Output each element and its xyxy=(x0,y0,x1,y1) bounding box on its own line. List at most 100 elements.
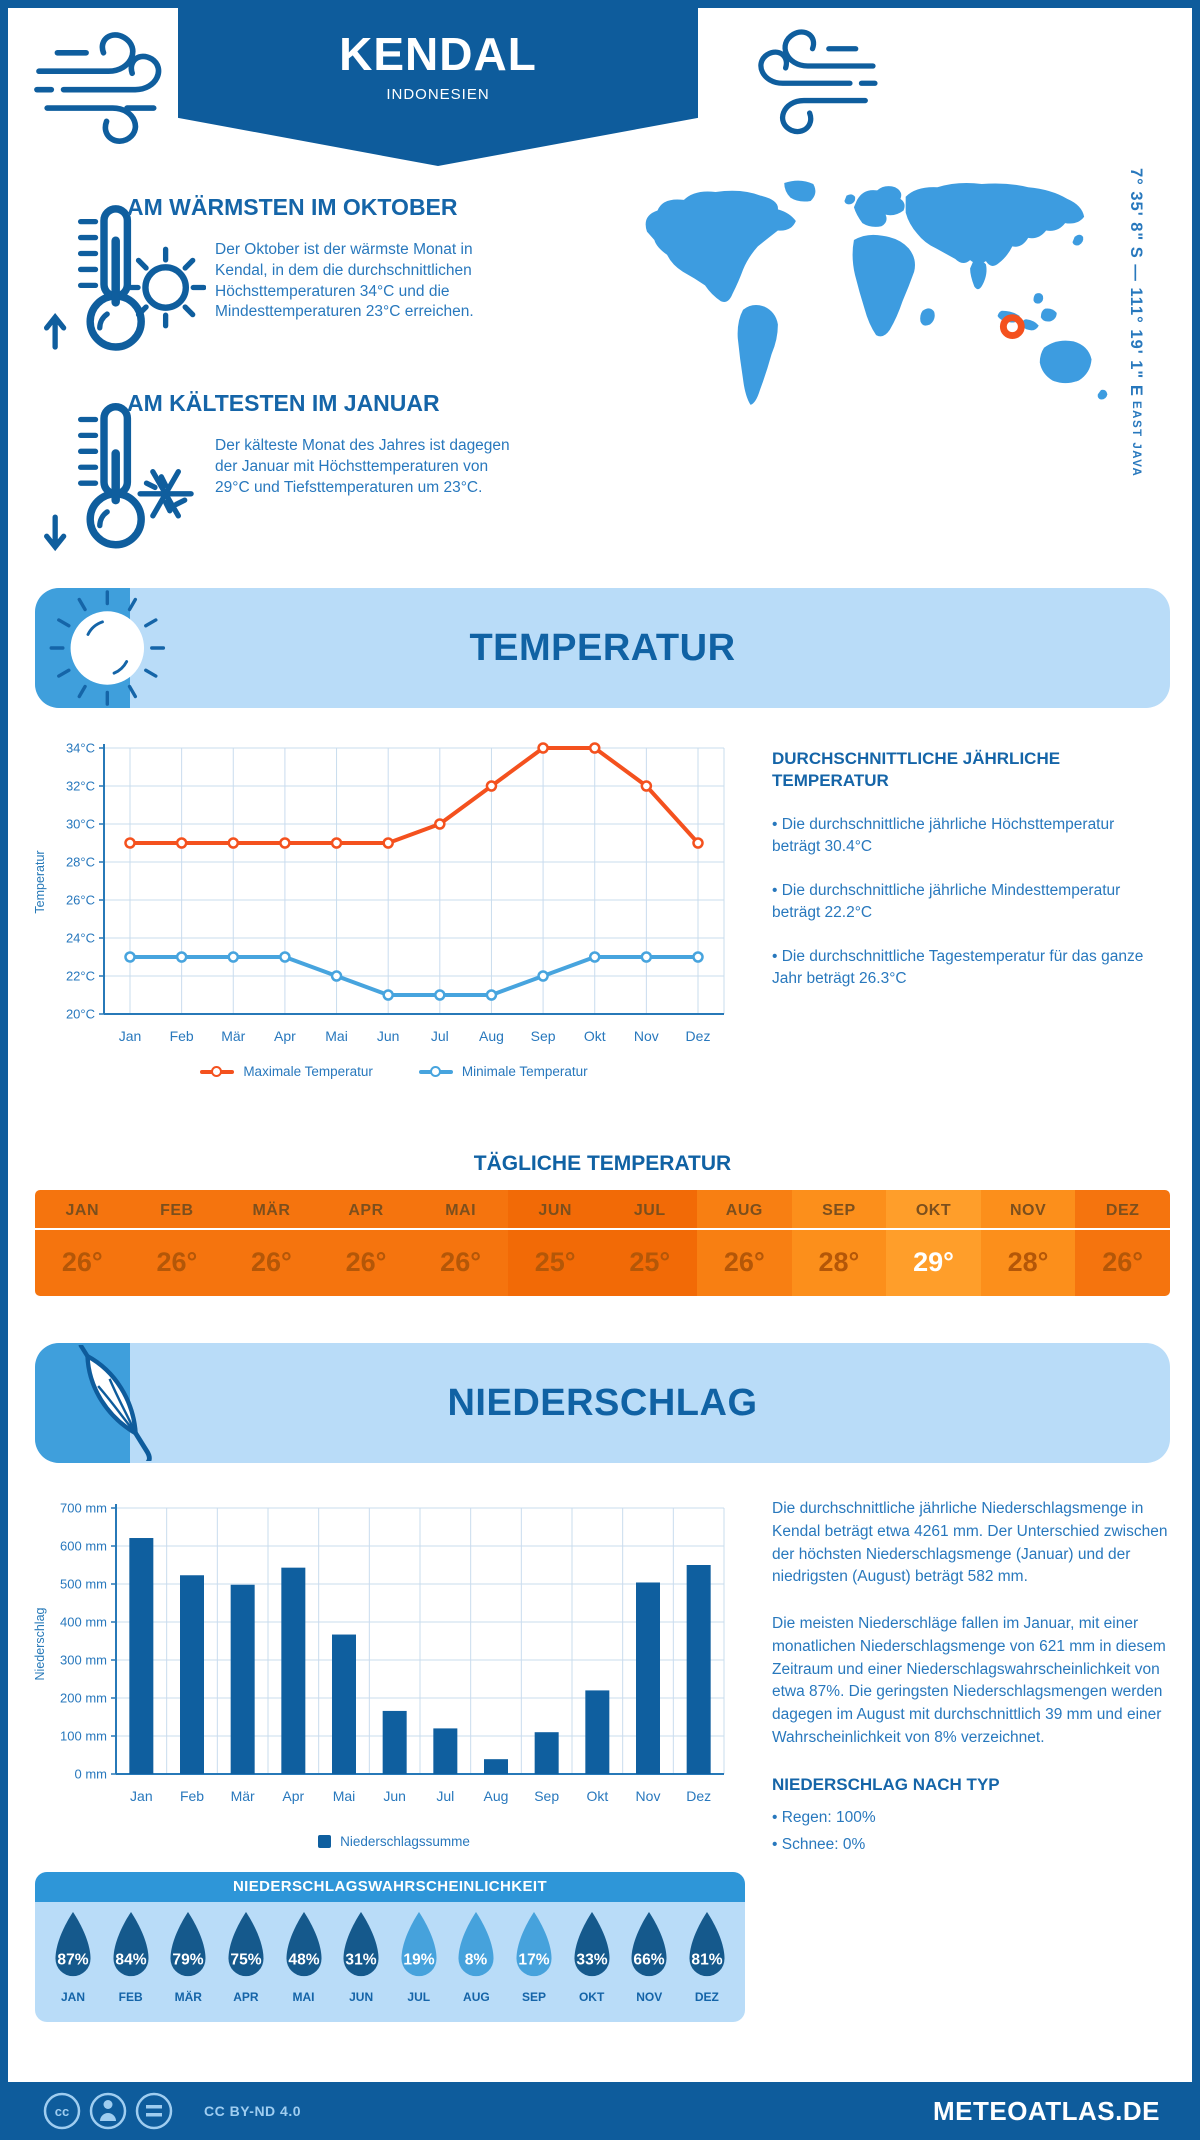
probability-drop: 33% OKT xyxy=(566,1910,618,2004)
svg-text:Apr: Apr xyxy=(282,1788,304,1804)
daily-temp-value: 25° xyxy=(629,1247,671,1277)
precipitation-section-title: NIEDERSCHLAG xyxy=(447,1381,758,1424)
temperature-legend: Maximale Temperatur Minimale Temperatur xyxy=(48,1064,740,1079)
snow-share: • Schnee: 0% xyxy=(772,1836,866,1854)
probability-drop: 48% MAI xyxy=(278,1910,330,2004)
probability-drop: 17% SEP xyxy=(508,1910,560,2004)
daily-temp-value: 26° xyxy=(61,1247,103,1277)
probability-month: APR xyxy=(233,1990,259,2004)
precipitation-text-block: Die durchschnittliche jährliche Niedersc… xyxy=(772,1498,1168,1858)
svg-text:Jul: Jul xyxy=(436,1788,454,1804)
coldest-month-title: AM KÄLTESTEN IM JANUAR xyxy=(127,390,440,416)
raindrop-icon: 33% xyxy=(574,1911,610,1977)
svg-text:Mai: Mai xyxy=(325,1028,348,1044)
svg-text:33%: 33% xyxy=(576,1951,607,1968)
warmest-month-text: Der Oktober ist der wärmste Monat in Ken… xyxy=(215,241,474,321)
daily-temp-value: 26° xyxy=(156,1247,198,1277)
svg-text:400 mm: 400 mm xyxy=(60,1615,107,1630)
daily-temp-month: JAN xyxy=(35,1190,130,1230)
raindrop-icon: 81% xyxy=(689,1911,725,1977)
daily-temp-column: DEZ 26° xyxy=(1075,1190,1170,1296)
daily-temperature-title: TÄGLICHE TEMPERATUR xyxy=(473,1152,732,1175)
daily-temp-month: FEB xyxy=(129,1190,225,1230)
raindrop-icon: 84% xyxy=(113,1911,149,1977)
daily-temp-column: APR 26° xyxy=(318,1190,414,1296)
coordinates-text: 7° 35' 8" S — 111° 19' 1" E xyxy=(1127,168,1145,397)
coldest-month-icon xyxy=(44,403,194,552)
probability-month: NOV xyxy=(636,1990,663,2004)
daily-temp-month: MAI xyxy=(413,1190,508,1230)
svg-text:19%: 19% xyxy=(403,1951,434,1968)
svg-text:300 mm: 300 mm xyxy=(60,1653,107,1668)
probability-month: MÄR xyxy=(174,1990,202,2004)
precipitation-paragraph: Die durchschnittliche jährliche Niedersc… xyxy=(772,1500,1168,1586)
probability-month: AUG xyxy=(463,1990,490,2004)
raindrop-icon: 48% xyxy=(285,1911,322,1977)
svg-text:Okt: Okt xyxy=(586,1788,608,1804)
probability-drop: 81% DEZ xyxy=(681,1910,733,2004)
svg-text:Mai: Mai xyxy=(333,1788,356,1804)
probability-month: SEP xyxy=(521,1990,546,2004)
annual-temperature-title: DURCHSCHNITTLICHE JÄHRLICHE TEMPERATUR xyxy=(772,749,1061,791)
svg-text:Sep: Sep xyxy=(531,1028,556,1044)
annual-day-bullet: • Die durchschnittliche Tagestemperatur … xyxy=(772,948,1144,988)
daily-temperature-table: JAN 26° FEB 26° MÄR 26° APR 26° MAI 26° JUN 25° JUL 2… xyxy=(35,1190,1170,1296)
cc-icon: cc xyxy=(43,2092,81,2130)
legend-item: Niederschlagssumme xyxy=(318,1834,470,1849)
svg-text:34°C: 34°C xyxy=(66,741,95,756)
page-subtitle: INDONESIEN xyxy=(386,86,490,104)
daily-temp-month: AUG xyxy=(697,1190,792,1230)
probability-drop: 8% AUG xyxy=(450,1910,502,2004)
left-border xyxy=(0,0,8,2140)
wind-icon xyxy=(758,29,878,135)
daily-temp-value: 26° xyxy=(723,1247,765,1277)
raindrop-icon: 87% xyxy=(55,1911,91,1977)
temperature-section-banner: TEMPERATUR xyxy=(35,588,1170,708)
probability-month: JAN xyxy=(60,1990,85,2004)
raindrop-icon: 79% xyxy=(170,1911,206,1977)
coldest-month-text: Der kälteste Monat des Jahres ist dagege… xyxy=(215,437,510,496)
cc-license-icons: cc xyxy=(43,2092,173,2130)
daily-temp-value: 26° xyxy=(1102,1247,1144,1277)
probability-title: NIEDERSCHLAGSWAHRSCHEINLICHKEIT xyxy=(35,1872,745,1902)
daily-temp-month: DEZ xyxy=(1075,1190,1170,1230)
rain-share: • Regen: 100% xyxy=(772,1808,876,1826)
umbrella-icon xyxy=(78,1345,152,1461)
svg-text:Dez: Dez xyxy=(686,1028,711,1044)
footer: cc CC BY-ND 4.0 METEOATLAS.DE xyxy=(0,2082,1200,2140)
world-map xyxy=(645,180,1108,405)
raindrop-icon: 19% xyxy=(401,1911,437,1977)
svg-text:600 mm: 600 mm xyxy=(60,1539,107,1554)
svg-text:20°C: 20°C xyxy=(66,1007,95,1022)
svg-text:31%: 31% xyxy=(346,1951,377,1968)
annual-temperature-block: DURCHSCHNITTLICHE JÄHRLICHE TEMPERATUR •… xyxy=(772,748,1144,990)
svg-text:Aug: Aug xyxy=(479,1028,504,1044)
daily-temp-value: 26° xyxy=(251,1247,292,1277)
svg-text:500 mm: 500 mm xyxy=(60,1577,107,1592)
precipitation-legend: Niederschlagssumme xyxy=(48,1834,740,1849)
probability-drop: 75% APR xyxy=(220,1910,272,2004)
svg-text:Jul: Jul xyxy=(431,1028,449,1044)
svg-text:30°C: 30°C xyxy=(66,817,95,832)
snowflake-icon xyxy=(137,469,194,519)
precipitation-type-title: NIEDERSCHLAG NACH TYP xyxy=(772,1774,1000,1794)
daily-temp-month: OKT xyxy=(886,1190,981,1230)
svg-text:Mär: Mär xyxy=(221,1028,245,1044)
daily-temp-column: OKT 29° xyxy=(886,1190,981,1296)
daily-temp-column: SEP 28° xyxy=(791,1190,887,1296)
svg-text:Jun: Jun xyxy=(377,1028,400,1044)
license-label: CC BY-ND 4.0 xyxy=(204,2103,302,2119)
probability-month: JUL xyxy=(407,1990,431,2004)
probability-month: FEB xyxy=(118,1990,143,2004)
svg-text:87%: 87% xyxy=(57,1951,88,1968)
probability-month: JUN xyxy=(349,1990,374,2004)
svg-text:22°C: 22°C xyxy=(66,969,95,984)
legend-item: Minimale Temperatur xyxy=(418,1064,588,1079)
daily-temp-column: JAN 26° xyxy=(35,1190,130,1296)
site-name: METEOATLAS.DE xyxy=(932,2095,1160,2126)
daily-temp-month: APR xyxy=(318,1190,414,1230)
svg-text:Dez: Dez xyxy=(686,1788,711,1804)
svg-text:24°C: 24°C xyxy=(66,931,95,946)
svg-text:75%: 75% xyxy=(230,1951,261,1968)
probability-month: OKT xyxy=(578,1990,605,2004)
